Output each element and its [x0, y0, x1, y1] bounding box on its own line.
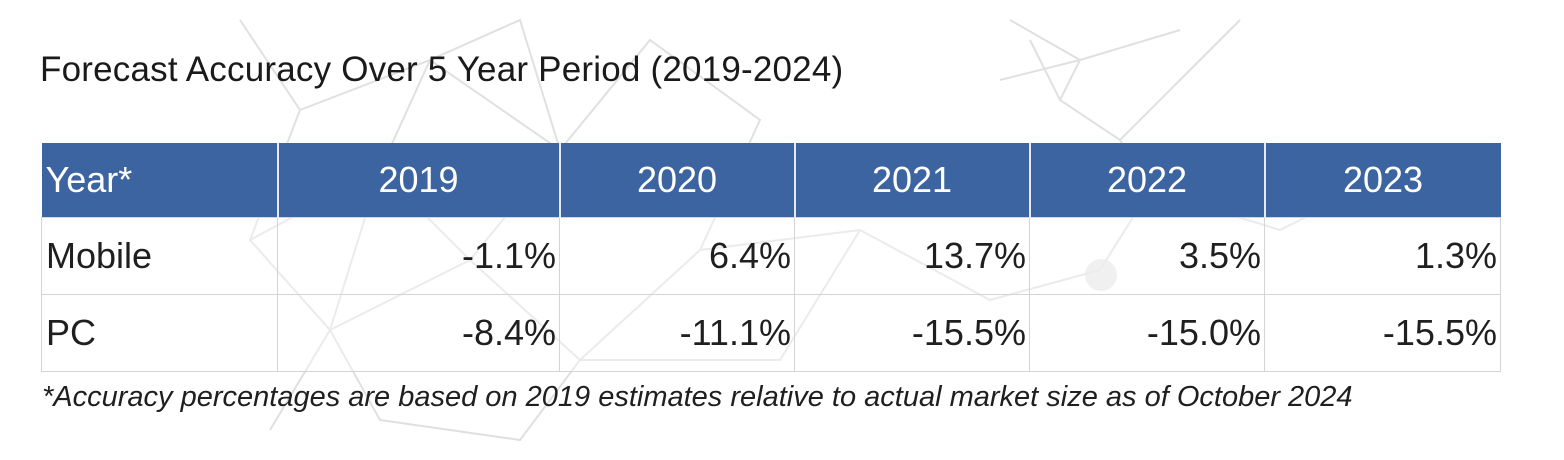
table-row-pc: PC -8.4% -11.1% -15.5% -15.0% -15.5% [41, 294, 1501, 372]
table-title: Forecast Accuracy Over 5 Year Period (20… [40, 50, 844, 89]
header-year-2023: 2023 [1264, 143, 1501, 218]
cell-pc-2019: -8.4% [277, 294, 560, 372]
cell-mobile-2022: 3.5% [1029, 217, 1265, 295]
header-year-2021: 2021 [794, 143, 1031, 218]
header-year-2020: 2020 [559, 143, 796, 218]
header-year-label: Year* [41, 143, 279, 218]
cell-pc-2020: -11.1% [559, 294, 795, 372]
cell-mobile-2023: 1.3% [1264, 217, 1501, 295]
table-row-mobile: Mobile -1.1% 6.4% 13.7% 3.5% 1.3% [41, 217, 1501, 295]
forecast-accuracy-table: Year* 2019 2020 2021 2022 2023 Mobile -1… [41, 143, 1501, 372]
cell-mobile-2019: -1.1% [277, 217, 560, 295]
cell-mobile-2021: 13.7% [794, 217, 1030, 295]
cell-pc-2022: -15.0% [1029, 294, 1265, 372]
cell-mobile-2020: 6.4% [559, 217, 795, 295]
footnote: *Accuracy percentages are based on 2019 … [42, 381, 1353, 413]
header-year-2019: 2019 [277, 143, 561, 218]
header-row: Year* 2019 2020 2021 2022 2023 [41, 143, 1501, 218]
row-label-mobile: Mobile [41, 217, 278, 295]
header-year-2022: 2022 [1029, 143, 1266, 218]
cell-pc-2023: -15.5% [1264, 294, 1501, 372]
row-label-pc: PC [41, 294, 278, 372]
cell-pc-2021: -15.5% [794, 294, 1030, 372]
